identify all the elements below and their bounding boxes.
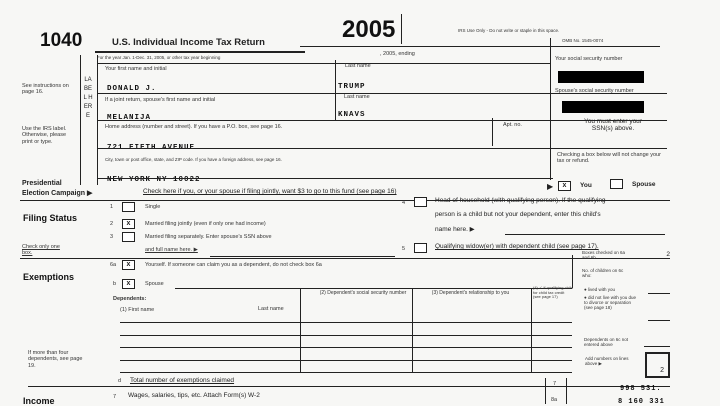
tax-year-line: For the year Jan. 1-Dec. 31, 2005, or ot… [97, 55, 221, 60]
exemptions-title: Exemptions [23, 272, 75, 282]
spouse-ssn-label: Spouse's social security number [555, 88, 634, 94]
election-campaign: Election Campaign ▶ [22, 190, 93, 197]
line8-value[interactable]: 8 160 331 [618, 398, 665, 406]
ending: , 2005, ending [380, 51, 415, 57]
dependent-row[interactable] [120, 360, 572, 361]
dependent-row[interactable] [120, 322, 572, 323]
tax-year: 2005 [342, 16, 396, 43]
irs-use-only: IRS Use Only - Do not write or staple in… [458, 28, 560, 33]
form-title: U.S. Individual Income Tax Return [112, 37, 265, 48]
wages-label: Wages, salaries, tips, etc. Attach Form(… [128, 392, 260, 399]
income-title: Income [23, 396, 55, 406]
check-only-one-box: Check only one box. [22, 244, 60, 257]
last-name-field[interactable]: TRUMP [338, 83, 366, 91]
total-exemptions-label: Total number of exemptions claimed [130, 377, 235, 384]
presidential: Presidential [22, 180, 62, 187]
filing-status-title: Filing Status [23, 213, 77, 223]
spouse-last-name-label: Last name [344, 94, 370, 100]
campaign-spouse-checkbox[interactable] [610, 179, 623, 189]
use-irs-label: Use the IRS label. Otherwise, please pri… [22, 126, 67, 145]
total-exemptions-box[interactable]: 2 [645, 352, 670, 378]
ssn-label: Your social security number [555, 56, 623, 62]
spouse-ssn-redacted [562, 101, 644, 113]
arrow-right-icon: ▶ [547, 182, 554, 191]
dependent-row[interactable] [120, 335, 572, 336]
home-address-label: Home address (number and street). If you… [105, 124, 283, 130]
first-name-field[interactable]: DONALD J. [107, 85, 157, 93]
married-separately-checkbox[interactable] [122, 232, 135, 242]
qualifying-widow-checkbox[interactable] [414, 243, 427, 253]
city-field[interactable]: NEW YORK NY 10022 [107, 176, 201, 184]
omb-number: OMB No. 1545-0074 [562, 38, 604, 43]
col-dependent-ssn: (2) Dependent's social security number [319, 290, 407, 296]
col-child-tax-credit: (4) ✓ if qualifying child for child tax … [533, 285, 573, 300]
col-first-name: (1) First name [120, 307, 155, 313]
yourself-checkbox[interactable]: x [122, 260, 135, 270]
campaign-you-label: You [580, 182, 592, 189]
last-name-label: Last name [345, 63, 371, 69]
campaign-spouse-label: Spouse [632, 181, 656, 188]
first-name-label: Your first name and initial [105, 66, 167, 72]
wages-value[interactable]: 998 531. [620, 385, 662, 393]
did-not-live-label: ● did not live with you due to divorce o… [584, 295, 636, 311]
ssn-redacted [558, 71, 644, 83]
add-numbers-label: Add numbers on lines above ▶ [585, 356, 629, 367]
spouse-exemption-label: Spouse [145, 281, 164, 287]
boxes-checked-value[interactable]: 2 [650, 251, 670, 259]
apt-no-label: Apt. no. [503, 122, 522, 128]
col-relationship: (3) Dependent's relationship to you [431, 290, 510, 296]
spouse-first-name-field[interactable]: MELANIJA [107, 114, 152, 122]
children-label: No. of children on 6c who: [582, 268, 624, 279]
campaign-you-checkbox[interactable]: x [558, 181, 571, 191]
form-number: 1040 [40, 30, 83, 51]
spouse-last-name-field[interactable]: KNAVS [338, 111, 366, 119]
see-instructions: See instructions on page 16. [22, 83, 69, 96]
married-jointly-checkbox[interactable]: x [122, 219, 135, 229]
campaign-text: Check here if you, or your spouse if fil… [143, 188, 397, 195]
dependents-label: Dependents: [113, 296, 147, 302]
must-enter-ssn: You must enter your SSN(s) above. [584, 118, 642, 133]
dependent-row[interactable] [120, 347, 572, 348]
checking-note: Checking a box below will not change you… [557, 152, 661, 165]
yourself-label: Yourself. If someone can claim you as a … [145, 262, 322, 268]
col-last-name: Last name [258, 306, 284, 312]
label-here: LABEL HERE [83, 77, 93, 119]
head-of-household-checkbox[interactable] [414, 197, 427, 207]
not-entered-label: Dependents on 6c not entered above [584, 337, 629, 348]
spouse-first-name-label: If a joint return, spouse's first name a… [105, 97, 216, 103]
spouse-exemption-checkbox[interactable]: x [122, 279, 135, 289]
single-checkbox[interactable] [122, 202, 135, 212]
boxes-checked-label: Boxes checked on 6a and 6b [582, 250, 626, 261]
city-label: City, town or post office, state, and ZI… [105, 157, 282, 162]
more-than-four-note: If more than four dependents, see page 1… [28, 350, 83, 369]
lived-with-you-label: ● lived with you [584, 287, 615, 292]
